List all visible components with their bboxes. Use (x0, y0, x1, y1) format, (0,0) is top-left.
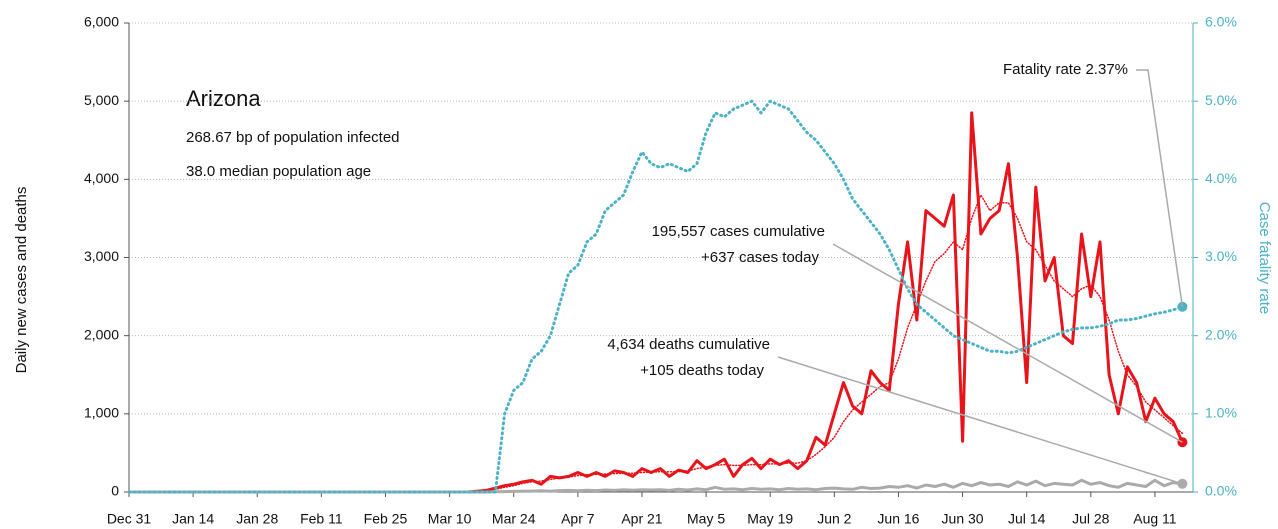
y-axis-title: Daily new cases and deaths (13, 187, 30, 374)
y2-tick-label: 3.0% (1205, 248, 1237, 264)
y2-tick-label: 0.0% (1205, 483, 1237, 499)
x-tick-label: Mar 10 (428, 511, 472, 527)
annotation: +637 cases today (701, 249, 820, 266)
series-line (129, 478, 1183, 494)
y-tick-label: 1,000 (84, 405, 119, 421)
x-tick-label: Apr 21 (621, 511, 662, 527)
y-tick-label: 6,000 (84, 14, 119, 30)
y2-tick-label: 6.0% (1205, 14, 1237, 30)
y2-tick-label: 2.0% (1205, 326, 1237, 342)
x-tick-label: Aug 11 (1133, 511, 1177, 527)
x-tick-label: May 19 (747, 511, 793, 527)
x-tick-label: Jun 16 (877, 511, 919, 527)
y-tick-label: 3,000 (84, 248, 119, 264)
leader-line (1136, 69, 1184, 307)
x-tick-label: Jan 14 (172, 511, 214, 527)
x-tick-label: Mar 24 (492, 511, 536, 527)
x-tick-label: May 5 (687, 511, 725, 527)
subtitle: 38.0 median population age (186, 163, 371, 180)
x-tick-label: Dec 31 (107, 511, 152, 527)
y2-tick-label: 4.0% (1205, 170, 1237, 186)
x-tick-label: Apr 7 (561, 511, 595, 527)
series-line (127, 99, 1184, 494)
y-tick-label: 5,000 (84, 92, 119, 108)
leader-line (777, 356, 1183, 485)
x-tick-label: Feb 11 (300, 511, 343, 527)
y-tick-label: 4,000 (84, 170, 119, 186)
chart-title: Arizona (186, 86, 261, 111)
x-tick-label: Jul 14 (1008, 511, 1046, 527)
x-tick-label: Feb 25 (364, 511, 408, 527)
y2-tick-label: 1.0% (1205, 405, 1237, 421)
y2-axis-title: Case fatality rate (1256, 202, 1273, 315)
y2-tick-label: 5.0% (1205, 92, 1237, 108)
x-tick-label: Jul 28 (1072, 511, 1110, 527)
annotation: 4,634 deaths cumulative (607, 336, 770, 353)
x-tick-label: Jan 28 (236, 511, 278, 527)
x-tick-label: Jun 30 (942, 511, 984, 527)
leader-line (832, 243, 1183, 443)
x-tick-label: Jun 2 (817, 511, 851, 527)
y-tick-label: 2,000 (84, 326, 119, 342)
annotation: Fatality rate 2.37% (1003, 61, 1128, 78)
annotation: 195,557 cases cumulative (652, 223, 825, 240)
annotation: +105 deaths today (640, 362, 764, 379)
subtitle: 268.67 bp of population infected (186, 129, 400, 146)
y-tick-label: 0 (111, 483, 119, 499)
